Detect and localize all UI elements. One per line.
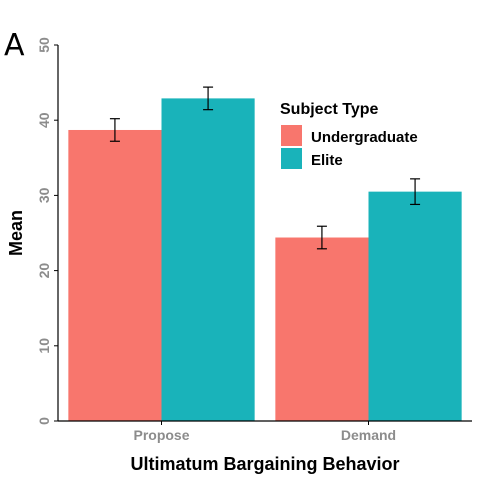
y-tick-label: 0: [36, 417, 52, 425]
legend-swatch-undergraduate: [281, 125, 302, 146]
error-bar-demand-undergraduate: [316, 225, 327, 250]
legend-label-undergraduate: Undergraduate: [311, 129, 418, 146]
bar-demand-undergraduate: [275, 237, 369, 421]
y-tick-label: 10: [36, 338, 52, 354]
legend-swatch-elite: [281, 148, 302, 169]
x-tick-label-propose: Propose: [133, 427, 189, 443]
x-tick-label-demand: Demand: [341, 427, 396, 443]
x-ticks-group: Propose Demand: [133, 421, 396, 443]
panel-label: A: [4, 28, 25, 63]
y-ticks-group: 0 10 20 30 40 50: [36, 37, 58, 425]
legend-title: Subject Type: [280, 101, 378, 118]
y-tick-label: 20: [36, 263, 52, 279]
bar-demand-elite: [368, 191, 462, 421]
bar-propose-elite: [161, 98, 255, 421]
legend-label-elite: Elite: [311, 152, 343, 169]
error-bars-group: [109, 86, 421, 250]
y-axis-title: Mean: [6, 210, 26, 256]
y-tick-label: 50: [36, 37, 52, 53]
y-tick-label: 40: [36, 112, 52, 128]
error-bar-demand-elite: [410, 178, 421, 206]
error-bar-propose-elite: [203, 86, 214, 111]
legend: Subject Type Undergraduate Elite: [280, 101, 418, 169]
bar-propose-undergraduate: [68, 129, 162, 421]
error-bar-propose-undergraduate: [109, 118, 120, 142]
bars-group: [68, 98, 462, 421]
x-axis-title: Ultimatum Bargaining Behavior: [130, 454, 399, 474]
y-tick-label: 30: [36, 187, 52, 203]
